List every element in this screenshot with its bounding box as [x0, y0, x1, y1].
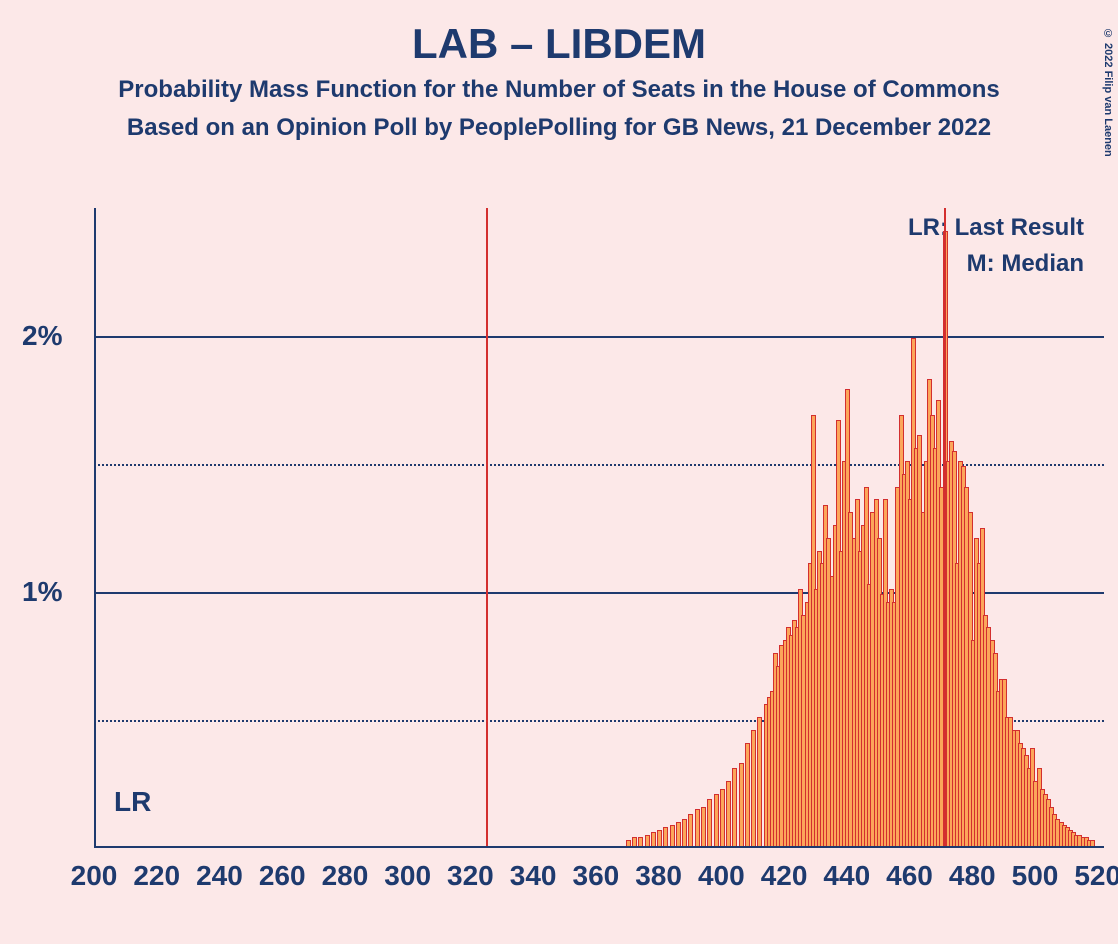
- pmf-bar: [682, 819, 687, 846]
- x-axis-label: 260: [259, 860, 306, 892]
- chart-subtitle-2: Based on an Opinion Poll by PeoplePollin…: [0, 114, 1118, 142]
- pmf-bar: [745, 743, 750, 846]
- pmf-bar: [632, 837, 637, 846]
- pmf-bar: [751, 730, 756, 846]
- chart-legend: LR: Last Result M: Median: [908, 214, 1084, 278]
- x-axis-label: 320: [447, 860, 494, 892]
- x-axis-label: 420: [761, 860, 808, 892]
- pmf-bar: [676, 822, 681, 846]
- x-axis-label: 380: [635, 860, 682, 892]
- pmf-bar: [701, 807, 706, 846]
- x-axis-label: 280: [322, 860, 369, 892]
- x-axis-label: 360: [573, 860, 620, 892]
- chart-subtitle-1: Probability Mass Function for the Number…: [0, 76, 1118, 104]
- pmf-bar: [732, 768, 737, 846]
- pmf-bar: [638, 837, 643, 846]
- pmf-bar: [714, 794, 719, 846]
- legend-m: M: Median: [908, 250, 1084, 278]
- x-axis-label: 300: [384, 860, 431, 892]
- x-axis-label: 240: [196, 860, 243, 892]
- median-line: [944, 208, 946, 848]
- y-axis-label: 2%: [22, 320, 62, 352]
- chart-title: LAB – LIBDEM: [0, 20, 1118, 68]
- pmf-bar: [645, 835, 650, 846]
- pmf-bar: [657, 830, 662, 846]
- pmf-bar: [707, 799, 712, 846]
- pmf-bar: [720, 789, 725, 846]
- x-axis-label: 480: [949, 860, 996, 892]
- x-axis-label: 500: [1012, 860, 1059, 892]
- pmf-bar: [663, 827, 668, 846]
- pmf-bar: [739, 763, 744, 846]
- lr-marker-label: LR: [114, 786, 151, 818]
- pmf-bar: [651, 832, 656, 846]
- x-axis-label: 400: [698, 860, 745, 892]
- pmf-bar: [726, 781, 731, 846]
- x-axis-label: 460: [886, 860, 933, 892]
- grid-major-line: [94, 336, 1104, 338]
- x-axis: [94, 846, 1104, 848]
- chart-plot-area: LR: Last Result M: Median LR 1%2%: [94, 208, 1104, 848]
- pmf-bar: [688, 814, 693, 846]
- copyright-text: © 2022 Filip van Laenen: [1102, 28, 1114, 157]
- x-axis-label: 440: [823, 860, 870, 892]
- legend-lr: LR: Last Result: [908, 214, 1084, 242]
- y-axis-label: 1%: [22, 576, 62, 608]
- pmf-bar: [757, 717, 762, 846]
- y-axis: [94, 208, 96, 848]
- x-axis-labels: 2002202402602803003203403603804004204404…: [94, 860, 1104, 900]
- last-result-line: [486, 208, 488, 848]
- x-axis-label: 340: [510, 860, 557, 892]
- pmf-bar: [670, 825, 675, 846]
- pmf-bar: [695, 809, 700, 846]
- x-axis-label: 200: [71, 860, 118, 892]
- x-axis-label: 220: [133, 860, 180, 892]
- x-axis-label: 520: [1074, 860, 1118, 892]
